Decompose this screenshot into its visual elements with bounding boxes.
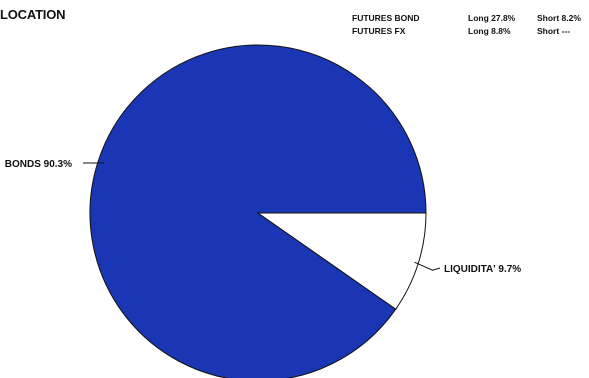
futures-name: FUTURES BOND — [352, 13, 420, 23]
futures-short: Short 8.2% — [537, 13, 581, 23]
slice-label-1: LIQUIDITA' 9.7% — [444, 264, 521, 275]
futures-short: Short --- — [537, 26, 571, 36]
futures-name: FUTURES FX — [352, 26, 406, 36]
slice-label-0: BONDS 90.3% — [5, 159, 72, 170]
futures-long: Long 8.8% — [468, 26, 511, 36]
chart-title: LOCATION — [0, 7, 66, 22]
pie-slice-0 — [89, 44, 427, 378]
futures-long: Long 27.8% — [468, 13, 516, 23]
leader-line-1 — [414, 261, 441, 271]
